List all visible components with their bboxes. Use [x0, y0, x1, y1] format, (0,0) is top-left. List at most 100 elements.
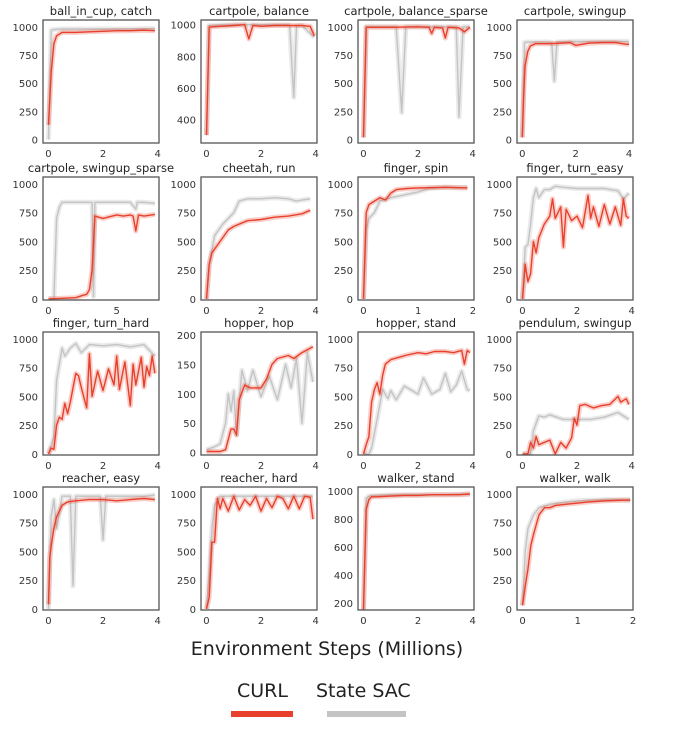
x-tick-label: 2: [258, 149, 264, 160]
x-tick-label: 2: [415, 149, 421, 160]
series-line-state-sac: [521, 40, 629, 138]
subplot: finger, turn_hard 0 250 500 750 1000 0 2 4: [13, 316, 161, 472]
series-line-state-sac: [47, 27, 155, 140]
series-line-curl: [521, 194, 630, 299]
y-tick-label: 500: [19, 547, 38, 558]
x-tick-label: 0: [519, 306, 525, 317]
y-tick-label: 500: [177, 547, 196, 558]
y-tick-label: 500: [493, 392, 512, 403]
series-line-curl: [362, 493, 470, 610]
x-tick-label: 2: [100, 149, 106, 160]
x-tick-label: 0: [203, 306, 209, 317]
y-tick-label: 0: [347, 295, 353, 306]
y-tick-label: 800: [334, 515, 353, 526]
subplot: cheetah, run 0 250 500 750 1000 0 2 4: [171, 161, 319, 317]
y-tick-label: 250: [334, 421, 353, 432]
subplot-title: cartpole, balance_sparse: [344, 4, 488, 18]
subplot: pendulum, swingup 0 250 500 750 1000 0 2 4: [487, 316, 635, 472]
y-tick-label: 750: [177, 519, 196, 530]
subplot: hopper, stand 0 250 500 750 1000 0 2 4: [328, 316, 476, 472]
series-line-state-sac: [363, 370, 471, 455]
subplot: hopper, hop 0 50 100 150 200 0 2 4: [177, 316, 319, 472]
y-tick-label: 0: [347, 450, 353, 461]
subplot-title: ball_in_cup, catch: [50, 4, 152, 18]
subplot-title: finger, spin: [384, 161, 449, 175]
y-tick-label: 250: [177, 576, 196, 587]
axes-frame: [516, 331, 634, 456]
axes-frame: [357, 331, 475, 456]
y-tick-label: 0: [506, 136, 512, 147]
x-tick-label: 2: [258, 306, 264, 317]
series-line-state-sac: [205, 495, 313, 609]
y-tick-label: 250: [19, 266, 38, 277]
y-tick-label: 750: [493, 51, 512, 62]
series-line-state-sac: [521, 498, 631, 606]
y-tick-label: 400: [334, 571, 353, 582]
subplot-title: hopper, stand: [376, 316, 456, 330]
subplot: cartpole, swingup_sparse 0 250 500 750 1000 0 5: [13, 161, 175, 317]
series-line-curl: [47, 353, 156, 455]
x-tick-label: 1: [415, 306, 421, 317]
y-tick-label: 1000: [328, 23, 353, 34]
y-tick-label: 250: [19, 576, 38, 587]
x-tick-label: 1: [575, 616, 581, 627]
axes-frame: [42, 19, 160, 144]
series-band-state-sac: [361, 24, 470, 138]
y-tick-label: 750: [19, 519, 38, 530]
y-tick-label: 500: [493, 237, 512, 248]
y-tick-label: 1000: [13, 180, 38, 191]
series-band-state-sac: [519, 38, 629, 138]
y-tick-label: 1000: [487, 335, 512, 346]
x-tick-label: 4: [469, 616, 475, 627]
subplot-title: finger, turn_easy: [526, 161, 623, 175]
x-tick-label: 4: [628, 306, 634, 317]
y-tick-label: 500: [334, 237, 353, 248]
y-tick-label: 750: [334, 364, 353, 375]
series-line-curl: [205, 495, 314, 610]
subplot-title: reacher, easy: [62, 471, 140, 485]
axes-frame: [200, 19, 318, 144]
y-tick-label: 200: [177, 331, 196, 342]
subplot: cartpole, balance_sparse 0 250 500 750 1000 0 2…: [328, 4, 488, 160]
x-tick-label: 2: [572, 149, 578, 160]
legend-label-state-sac: State SAC: [316, 680, 411, 702]
series-line-state-sac: [48, 201, 155, 300]
x-tick-label: 4: [626, 149, 632, 160]
y-tick-label: 250: [334, 266, 353, 277]
subplot: cartpole, swingup 0 250 500 750 1000 0 2 4: [487, 4, 634, 160]
series-band-state-sac: [46, 26, 155, 140]
subplot-title: cartpole, swingup: [524, 4, 626, 18]
y-tick-label: 500: [334, 79, 353, 90]
series-line-curl: [48, 213, 156, 300]
legend-swatch-curl: [231, 711, 293, 717]
y-tick-label: 500: [19, 79, 38, 90]
series-line-curl: [362, 186, 468, 299]
y-tick-label: 200: [334, 599, 353, 610]
x-tick-label: 4: [628, 461, 634, 472]
series-line-state-sac: [362, 493, 470, 610]
x-tick-label: 0: [203, 149, 209, 160]
x-tick-label: 4: [469, 149, 475, 160]
series-line-curl: [47, 29, 155, 125]
axes-frame: [200, 331, 318, 456]
y-tick-label: 250: [19, 421, 38, 432]
y-tick-label: 0: [190, 449, 196, 460]
x-tick-label: 2: [100, 461, 106, 472]
series-line-state-sac: [362, 186, 468, 299]
subplot-title: pendulum, swingup: [518, 316, 631, 330]
subplot: reacher, hard 0 250 500 750 1000 0 2 4: [171, 471, 319, 627]
x-tick-label: 5: [114, 306, 120, 317]
axes-frame: [42, 176, 160, 301]
series-line-curl: [521, 41, 629, 138]
subplot-title: cheetah, run: [222, 161, 295, 175]
y-tick-label: 400: [177, 115, 196, 126]
x-tick-label: 2: [415, 461, 421, 472]
series-line-curl: [47, 497, 155, 605]
series-line-curl: [521, 499, 631, 606]
axes-frame: [42, 331, 160, 456]
y-tick-label: 0: [32, 295, 38, 306]
series-line-curl: [522, 395, 630, 455]
subplot-title: reacher, hard: [220, 471, 298, 485]
y-tick-label: 600: [177, 84, 196, 95]
